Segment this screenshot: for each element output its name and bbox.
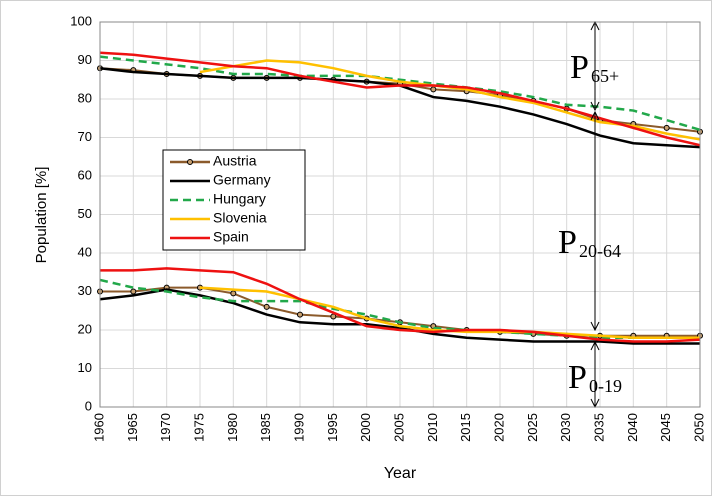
x-tick-label: 1985	[258, 413, 273, 442]
legend-label: Slovenia	[213, 210, 267, 226]
marker	[263, 303, 270, 310]
marker	[130, 288, 137, 295]
x-tick-label: 2030	[558, 413, 573, 442]
x-tick-label: 1965	[125, 413, 140, 442]
marker	[663, 124, 670, 131]
x-tick-label: 2050	[691, 413, 706, 442]
x-tick-label: 1975	[191, 413, 206, 442]
x-tick-label: 2040	[625, 413, 640, 442]
y-tick-label: 60	[78, 167, 92, 182]
x-tick-label: 2005	[391, 413, 406, 442]
x-tick-label: 2015	[458, 413, 473, 442]
line	[99, 51, 701, 147]
annotation-sub: 0-19	[589, 376, 622, 396]
y-axis-title: Population [%]	[33, 167, 50, 264]
y-tick-label: 80	[78, 90, 92, 105]
line	[99, 288, 700, 345]
y-tick-label: 10	[78, 360, 92, 375]
line	[99, 278, 700, 339]
x-tick-label: 1980	[225, 413, 240, 442]
y-tick-label: 70	[78, 129, 92, 144]
legend-label: Hungary	[213, 191, 266, 207]
marker	[230, 290, 237, 297]
annotations: P 65+P 20-64P 0-19	[558, 49, 622, 396]
lines	[97, 51, 703, 345]
y-tick-label: 30	[78, 283, 92, 298]
x-tick-label: 2000	[358, 413, 373, 442]
line	[100, 267, 701, 343]
x-tick-label: 1970	[158, 413, 173, 442]
legend-label: Spain	[213, 229, 249, 245]
x-tick-label: 1995	[325, 413, 340, 442]
annotation-main: P	[570, 49, 589, 86]
annotation-sub: 65+	[591, 66, 619, 86]
x-tick-label: 2010	[425, 413, 440, 442]
legend-marker	[187, 159, 193, 165]
x-tick-label: 1960	[91, 413, 106, 442]
x-tick-label: 2020	[491, 413, 506, 442]
y-tick-label: 100	[70, 13, 92, 28]
legend-label: Germany	[213, 172, 271, 188]
x-tick-label: 2025	[525, 413, 540, 442]
x-axis-title: Year	[384, 465, 417, 482]
y-tick-label: 50	[78, 206, 92, 221]
marker	[330, 313, 337, 320]
x-tick-label: 1990	[291, 413, 306, 442]
y-tick-label: 90	[78, 52, 92, 67]
line	[99, 55, 701, 132]
marker	[297, 311, 303, 318]
marker	[430, 86, 437, 93]
y-tick-label: 40	[78, 244, 92, 259]
annotation-main: P	[568, 359, 587, 396]
plot-frame	[99, 21, 701, 408]
legend: Austria Germany Hungary Slovenia Spain	[170, 153, 271, 245]
annotation-main: P	[558, 224, 577, 261]
legend-label: Austria	[213, 153, 257, 169]
arrow-head	[590, 110, 600, 332]
y-tick-label: 20	[78, 321, 92, 336]
x-tick-label: 2045	[658, 413, 673, 442]
x-tick-label: 2035	[591, 413, 606, 442]
annotation-sub: 20-64	[579, 241, 621, 261]
y-tick-label: 0	[85, 398, 92, 413]
